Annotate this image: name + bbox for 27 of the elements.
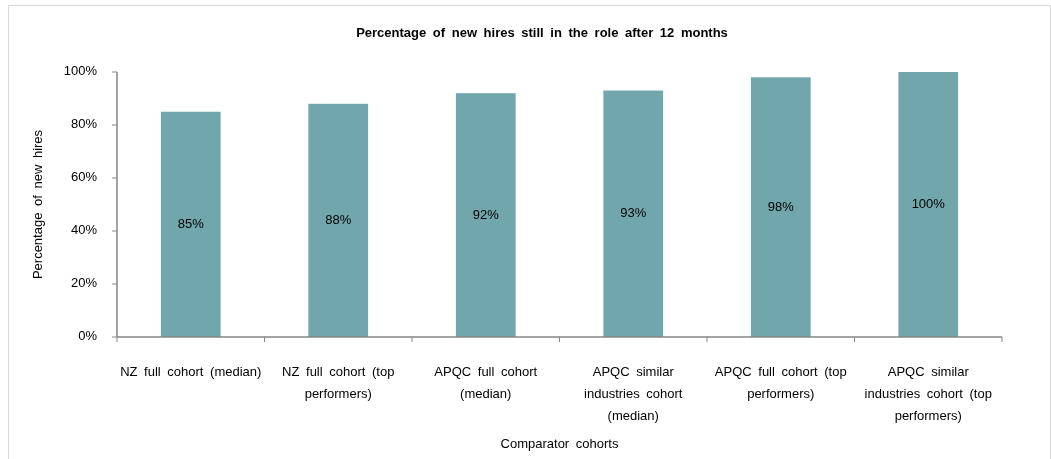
x-tick-label: APQC full cohort (median) <box>434 364 538 401</box>
bar <box>308 103 369 337</box>
y-tick-label: 20% <box>70 275 98 291</box>
y-tick-label: 0% <box>78 328 98 344</box>
y-tick-label: 80% <box>70 116 98 132</box>
x-tick-label: NZ full cohort (top performers) <box>282 364 395 401</box>
bar <box>750 77 811 337</box>
x-tick-label: APQC similar industries cohort (top performers) <box>864 364 992 423</box>
data-label: 93% <box>620 205 647 221</box>
data-label: 100% <box>911 195 946 211</box>
bar <box>898 72 959 337</box>
bar <box>160 111 221 337</box>
x-tick-label: APQC full cohort (top performers) <box>714 364 847 401</box>
data-label: 98% <box>767 198 795 214</box>
x-tick-label: NZ full cohort (median) <box>120 364 262 379</box>
data-label: 88% <box>325 211 352 227</box>
bar <box>455 93 516 337</box>
y-tick-label: 100% <box>63 63 98 79</box>
data-label: 92% <box>472 206 500 222</box>
x-axis-title: Comparator cohorts <box>500 436 619 451</box>
chart-title: Percentage of new hires still in the role after 12 months <box>356 25 728 40</box>
bar <box>603 90 664 337</box>
y-tick-label: 60% <box>70 169 98 185</box>
y-tick-label: 40% <box>70 222 98 238</box>
x-tick-label: APQC similar industries cohort (median) <box>584 364 683 423</box>
y-axis-title: Percentage of new hires <box>30 129 45 280</box>
data-label: 85% <box>177 215 205 231</box>
